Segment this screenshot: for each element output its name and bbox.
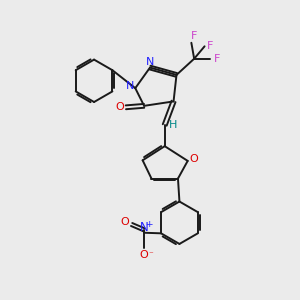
- Text: ⁻: ⁻: [148, 250, 153, 259]
- Text: O: O: [190, 154, 199, 164]
- Text: F: F: [207, 41, 214, 51]
- Text: F: F: [214, 54, 220, 64]
- Text: O: O: [115, 102, 124, 112]
- Text: O: O: [121, 217, 130, 227]
- Text: H: H: [169, 120, 177, 130]
- Text: +: +: [146, 220, 153, 229]
- Text: O: O: [140, 250, 148, 260]
- Text: N: N: [140, 221, 148, 234]
- Text: N: N: [126, 81, 134, 91]
- Text: F: F: [191, 31, 197, 41]
- Text: N: N: [146, 57, 154, 67]
